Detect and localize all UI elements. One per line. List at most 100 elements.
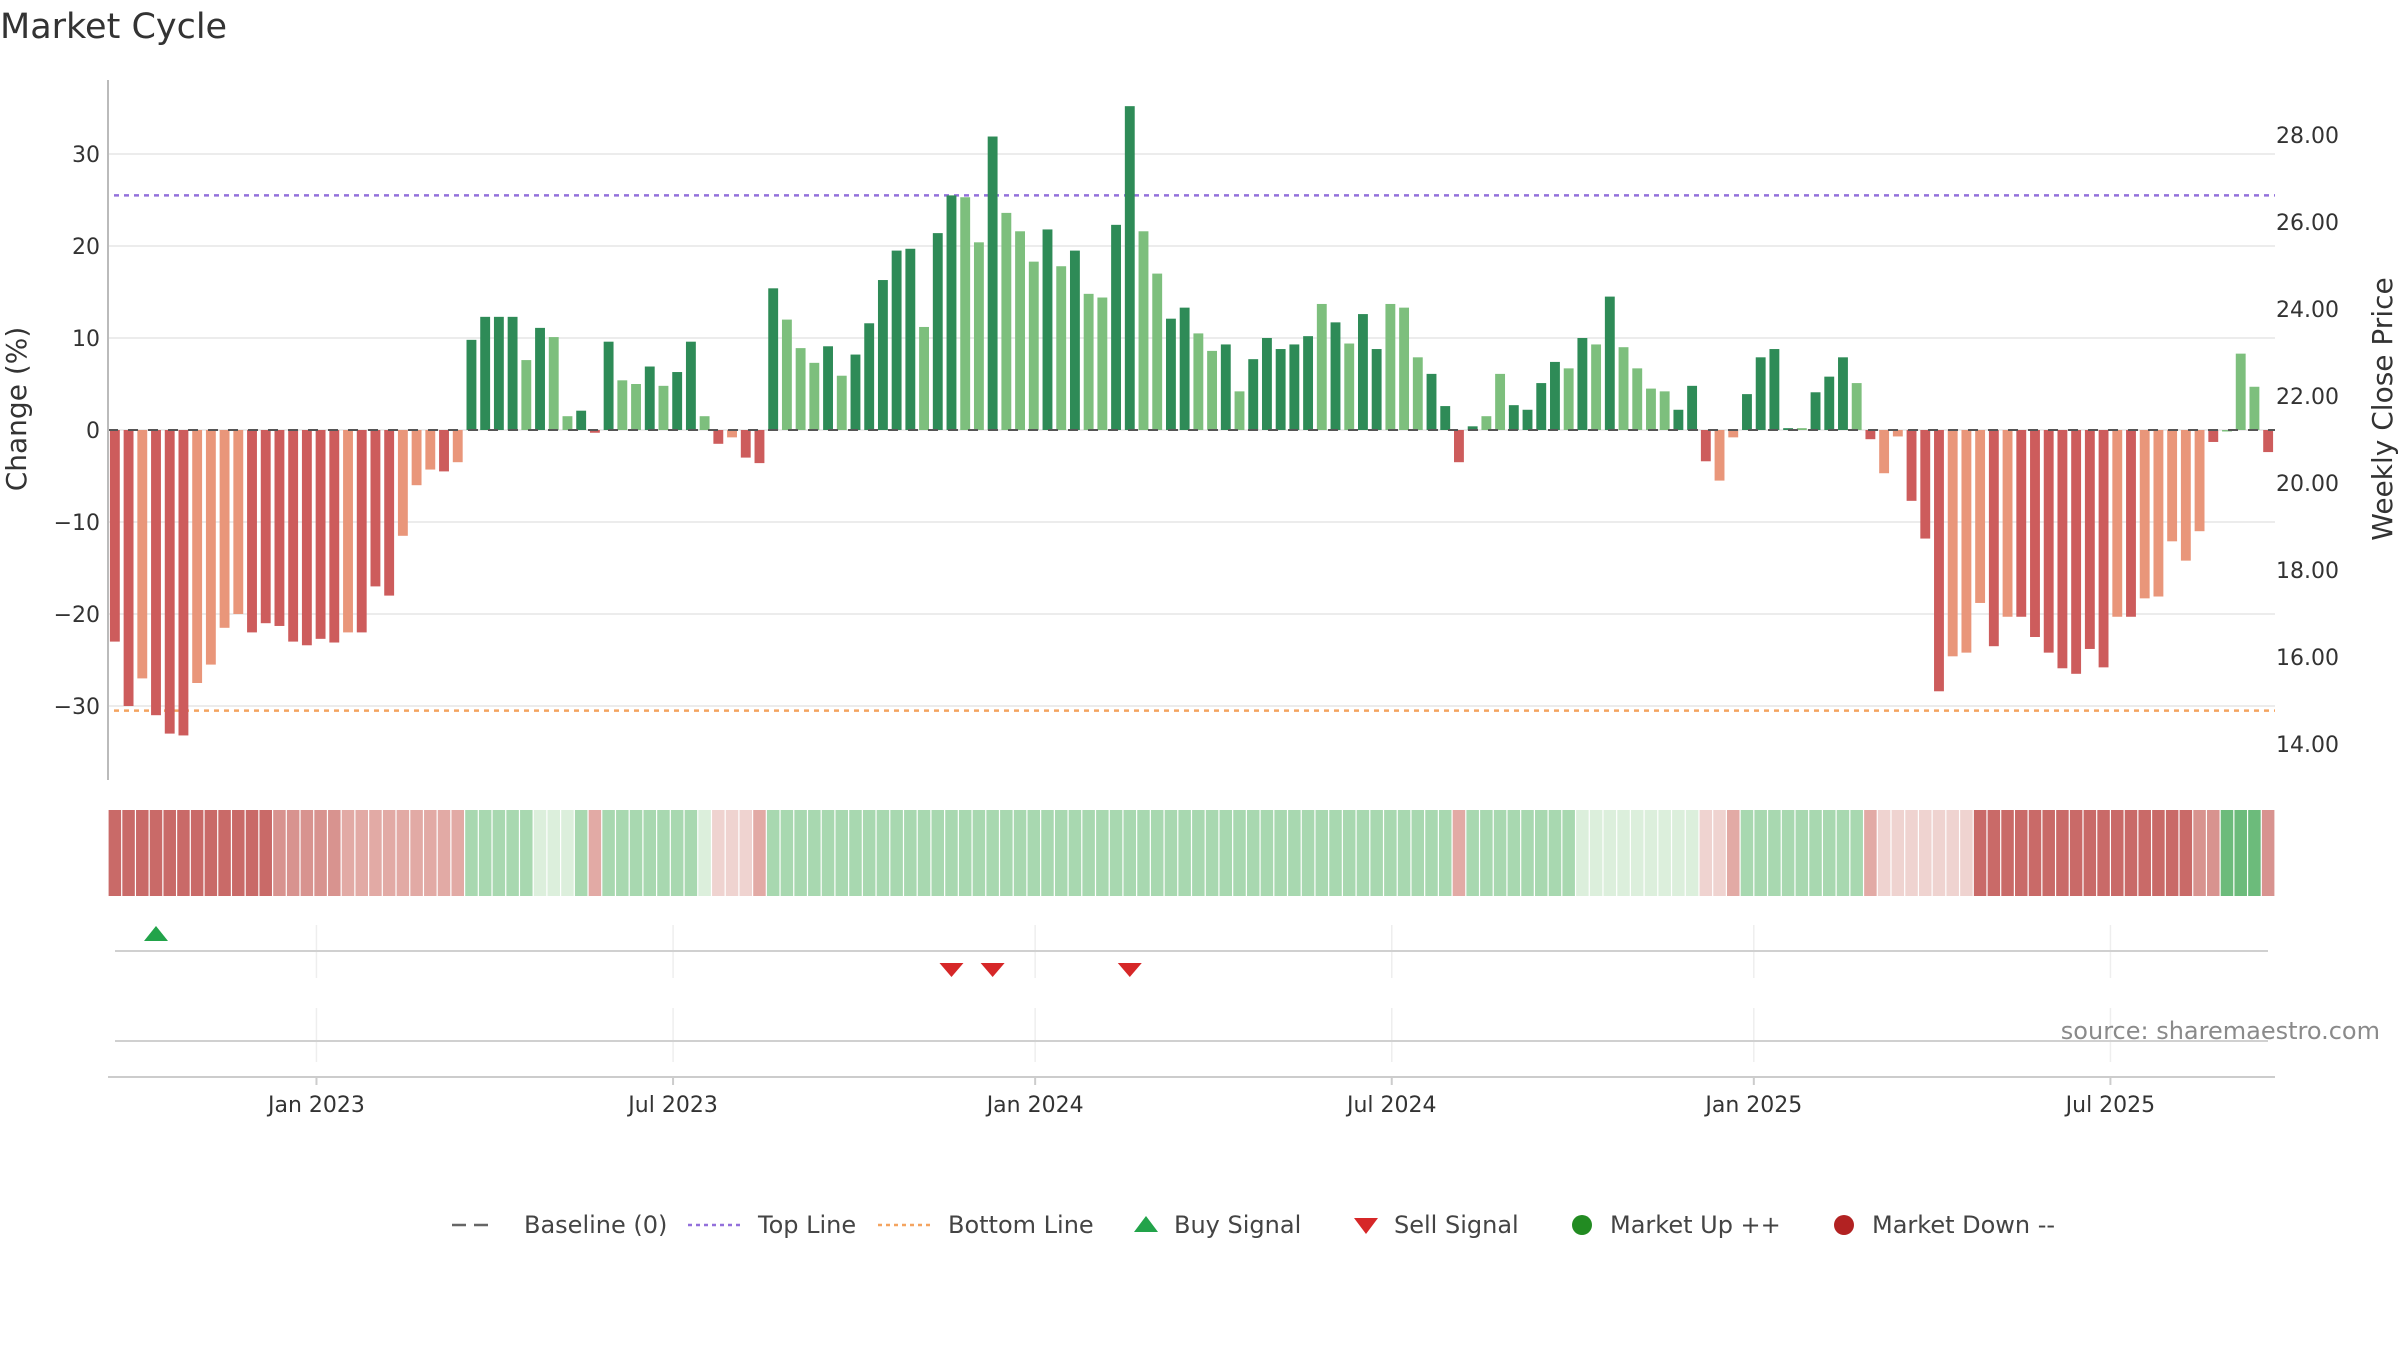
bar — [1824, 376, 1835, 430]
heat-cell — [958, 810, 972, 896]
legend-item: Sell Signal — [1354, 1211, 1519, 1239]
bar — [1152, 273, 1163, 430]
bar — [1755, 357, 1766, 430]
legend-item: Baseline (0) — [452, 1211, 667, 1239]
heat-cell — [2179, 810, 2193, 896]
legend: Baseline (0) Top Line Bottom Line Buy Signa… — [452, 1211, 2055, 1239]
bar — [1947, 430, 1958, 657]
heat-cell — [616, 810, 629, 896]
heat-cell — [465, 810, 478, 896]
heat-cell — [136, 810, 149, 896]
heat-cell — [2111, 810, 2124, 896]
bar — [1563, 368, 1574, 430]
heat-cell — [1397, 810, 1411, 896]
chart-title: Market Cycle — [0, 7, 227, 47]
heat-cell — [547, 810, 561, 896]
x-ticks: Jan 2023 Jul 2023 Jan 2024 Jul 2024 Jan 2025… — [108, 1076, 2275, 1118]
bar — [768, 288, 779, 430]
legend-label: Baseline (0) — [524, 1211, 667, 1239]
heat-cell — [259, 810, 272, 896]
bar — [219, 430, 230, 628]
bar — [1879, 430, 1890, 474]
bar — [932, 233, 943, 430]
bar — [1207, 350, 1218, 430]
heat-cell — [1672, 810, 1685, 896]
heat-cell — [876, 810, 890, 896]
bar — [1248, 359, 1259, 430]
heat-cell — [1082, 810, 1095, 896]
heat-cell — [382, 810, 396, 896]
bar — [809, 362, 820, 430]
bar — [452, 430, 463, 463]
bar — [1865, 430, 1876, 440]
bar — [1316, 303, 1327, 430]
heat-cell — [1795, 810, 1809, 896]
heat-cell — [1548, 810, 1562, 896]
bar — [535, 327, 545, 430]
reference-lines — [114, 194, 2275, 712]
heat-cell — [2124, 810, 2138, 896]
heat-cell — [1246, 810, 1260, 896]
legend-label: Buy Signal — [1174, 1211, 1301, 1239]
heat-cell — [369, 810, 382, 896]
heat-cell — [1576, 810, 1589, 896]
legend-item: Buy Signal — [1134, 1211, 1301, 1239]
heat-cell — [917, 810, 931, 896]
heat-cell — [1685, 810, 1699, 896]
heat-cell — [424, 810, 437, 896]
bar — [329, 430, 340, 643]
bar — [1646, 388, 1656, 430]
bar — [1289, 344, 1300, 430]
heat-cell — [1658, 810, 1671, 896]
heat-cell — [1534, 810, 1548, 896]
bar — [260, 430, 271, 624]
y-tick-label: −30 — [54, 695, 100, 720]
bar — [2043, 430, 2054, 653]
bar — [685, 341, 696, 430]
heat-cell — [1562, 810, 1575, 896]
y2-tick-label: 28.00 — [2276, 124, 2339, 149]
y2-axis-title: Weekly Close Price — [2366, 277, 2399, 540]
heat-cell — [986, 810, 999, 896]
bar — [2194, 430, 2205, 532]
bar — [1659, 391, 1670, 430]
bar — [370, 430, 381, 587]
bar — [493, 316, 504, 430]
bar — [836, 375, 847, 430]
heat-cell — [1425, 810, 1438, 896]
heat-cell — [945, 810, 958, 896]
heat-cell — [396, 810, 410, 896]
heat-cell — [629, 810, 643, 896]
heat-cell — [451, 810, 464, 896]
heat-cell — [2261, 810, 2275, 896]
bar — [2249, 386, 2260, 430]
heat-cell — [1178, 810, 1191, 896]
heat-cell — [1726, 810, 1740, 896]
heat-cell — [1137, 810, 1150, 896]
bar — [1892, 430, 1903, 437]
heat-cell — [1630, 810, 1644, 896]
heat-cell — [163, 810, 176, 896]
heat-cell — [1617, 810, 1630, 896]
heat-cell — [794, 810, 807, 896]
bar — [1577, 338, 1588, 430]
bar — [192, 430, 203, 683]
heat-cell — [1603, 810, 1617, 896]
bar — [1769, 349, 1780, 430]
legend-label: Bottom Line — [948, 1211, 1094, 1239]
heat-cell — [410, 810, 423, 896]
bar — [1344, 343, 1355, 430]
heat-cell — [821, 810, 835, 896]
bar — [247, 430, 257, 633]
bar — [850, 354, 861, 430]
heat-cell — [1809, 810, 1822, 896]
heat-cell — [1905, 810, 1918, 896]
bar — [658, 385, 669, 430]
heat-strip — [108, 810, 2275, 896]
circle-legend-icon — [1834, 1215, 1854, 1235]
heat-cell — [1493, 810, 1507, 896]
bar — [1796, 428, 1807, 430]
heat-cell — [1877, 810, 1891, 896]
heat-cell — [1096, 810, 1109, 896]
bar — [2112, 430, 2123, 617]
